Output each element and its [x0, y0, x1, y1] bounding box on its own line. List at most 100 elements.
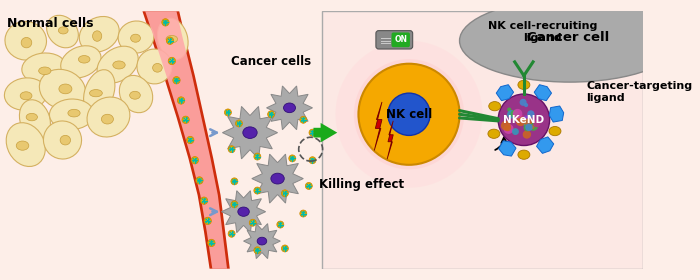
Circle shape	[524, 124, 531, 131]
Ellipse shape	[549, 127, 561, 136]
Polygon shape	[221, 191, 265, 233]
Ellipse shape	[130, 91, 140, 99]
Circle shape	[256, 189, 259, 192]
Text: NK cell-recruiting
ligand: NK cell-recruiting ligand	[488, 20, 597, 43]
Bar	[0, 11, 322, 269]
Circle shape	[200, 197, 208, 204]
Ellipse shape	[20, 100, 50, 140]
Circle shape	[225, 109, 232, 116]
Circle shape	[254, 187, 261, 194]
Circle shape	[230, 148, 233, 151]
Polygon shape	[537, 137, 554, 153]
Ellipse shape	[238, 207, 249, 216]
Circle shape	[504, 124, 511, 131]
Ellipse shape	[50, 99, 94, 130]
Circle shape	[289, 155, 296, 162]
Circle shape	[173, 77, 180, 84]
Circle shape	[191, 157, 199, 164]
Circle shape	[507, 110, 515, 118]
Ellipse shape	[26, 113, 37, 121]
Polygon shape	[496, 85, 514, 101]
Circle shape	[251, 221, 254, 224]
Circle shape	[512, 128, 519, 135]
FancyArrowPatch shape	[314, 123, 337, 142]
Circle shape	[281, 190, 288, 197]
Circle shape	[501, 121, 511, 130]
Circle shape	[228, 230, 235, 237]
Circle shape	[175, 79, 178, 82]
Polygon shape	[550, 106, 564, 122]
Circle shape	[531, 125, 534, 129]
Ellipse shape	[120, 75, 153, 113]
Ellipse shape	[39, 69, 85, 109]
Circle shape	[309, 129, 316, 136]
Polygon shape	[244, 224, 280, 259]
Ellipse shape	[38, 67, 51, 75]
Circle shape	[182, 116, 189, 123]
Circle shape	[307, 185, 310, 187]
Circle shape	[164, 21, 167, 24]
Circle shape	[177, 97, 185, 104]
Ellipse shape	[118, 21, 154, 53]
Circle shape	[230, 232, 233, 235]
Ellipse shape	[131, 34, 141, 42]
Circle shape	[198, 179, 201, 182]
Ellipse shape	[257, 237, 267, 245]
Circle shape	[284, 247, 286, 250]
Text: ON: ON	[394, 35, 407, 44]
Circle shape	[525, 123, 533, 131]
Text: Cancer cells: Cancer cells	[231, 55, 312, 68]
Circle shape	[249, 219, 256, 226]
Circle shape	[206, 219, 209, 222]
Ellipse shape	[22, 53, 66, 84]
Ellipse shape	[166, 36, 178, 43]
Circle shape	[204, 217, 211, 225]
Circle shape	[284, 192, 286, 195]
Polygon shape	[252, 154, 303, 203]
Circle shape	[208, 239, 215, 247]
Ellipse shape	[489, 102, 500, 111]
Circle shape	[335, 41, 482, 188]
Circle shape	[227, 111, 230, 114]
Circle shape	[167, 37, 174, 45]
Circle shape	[237, 122, 240, 125]
Bar	[322, 11, 643, 269]
Text: Cancer-targeting
ligand: Cancer-targeting ligand	[587, 81, 692, 103]
Circle shape	[309, 157, 316, 164]
Circle shape	[281, 245, 288, 252]
Circle shape	[187, 136, 194, 144]
Ellipse shape	[488, 129, 500, 138]
Circle shape	[533, 120, 540, 127]
Circle shape	[510, 110, 518, 118]
Polygon shape	[374, 102, 382, 150]
Circle shape	[358, 64, 459, 165]
Text: Cancer cell: Cancer cell	[527, 31, 609, 44]
Ellipse shape	[459, 0, 680, 82]
Circle shape	[233, 203, 236, 206]
Circle shape	[300, 116, 307, 123]
Text: Killing effect: Killing effect	[318, 178, 404, 191]
Ellipse shape	[113, 61, 125, 69]
Polygon shape	[267, 86, 312, 130]
Circle shape	[512, 109, 522, 118]
Circle shape	[210, 241, 213, 244]
Ellipse shape	[87, 97, 130, 137]
Circle shape	[311, 131, 314, 134]
Circle shape	[196, 177, 203, 184]
Circle shape	[302, 212, 304, 215]
Ellipse shape	[4, 78, 47, 110]
Ellipse shape	[61, 46, 101, 78]
Text: Normal cells: Normal cells	[8, 17, 94, 30]
Circle shape	[256, 249, 259, 252]
Circle shape	[524, 103, 528, 107]
Circle shape	[522, 115, 531, 125]
Circle shape	[168, 57, 176, 65]
Circle shape	[290, 157, 294, 160]
Circle shape	[231, 201, 238, 208]
Text: NKeND: NKeND	[503, 115, 545, 125]
Ellipse shape	[60, 135, 71, 145]
Circle shape	[254, 153, 261, 160]
Ellipse shape	[518, 150, 530, 159]
Ellipse shape	[47, 15, 78, 48]
Circle shape	[202, 199, 206, 202]
